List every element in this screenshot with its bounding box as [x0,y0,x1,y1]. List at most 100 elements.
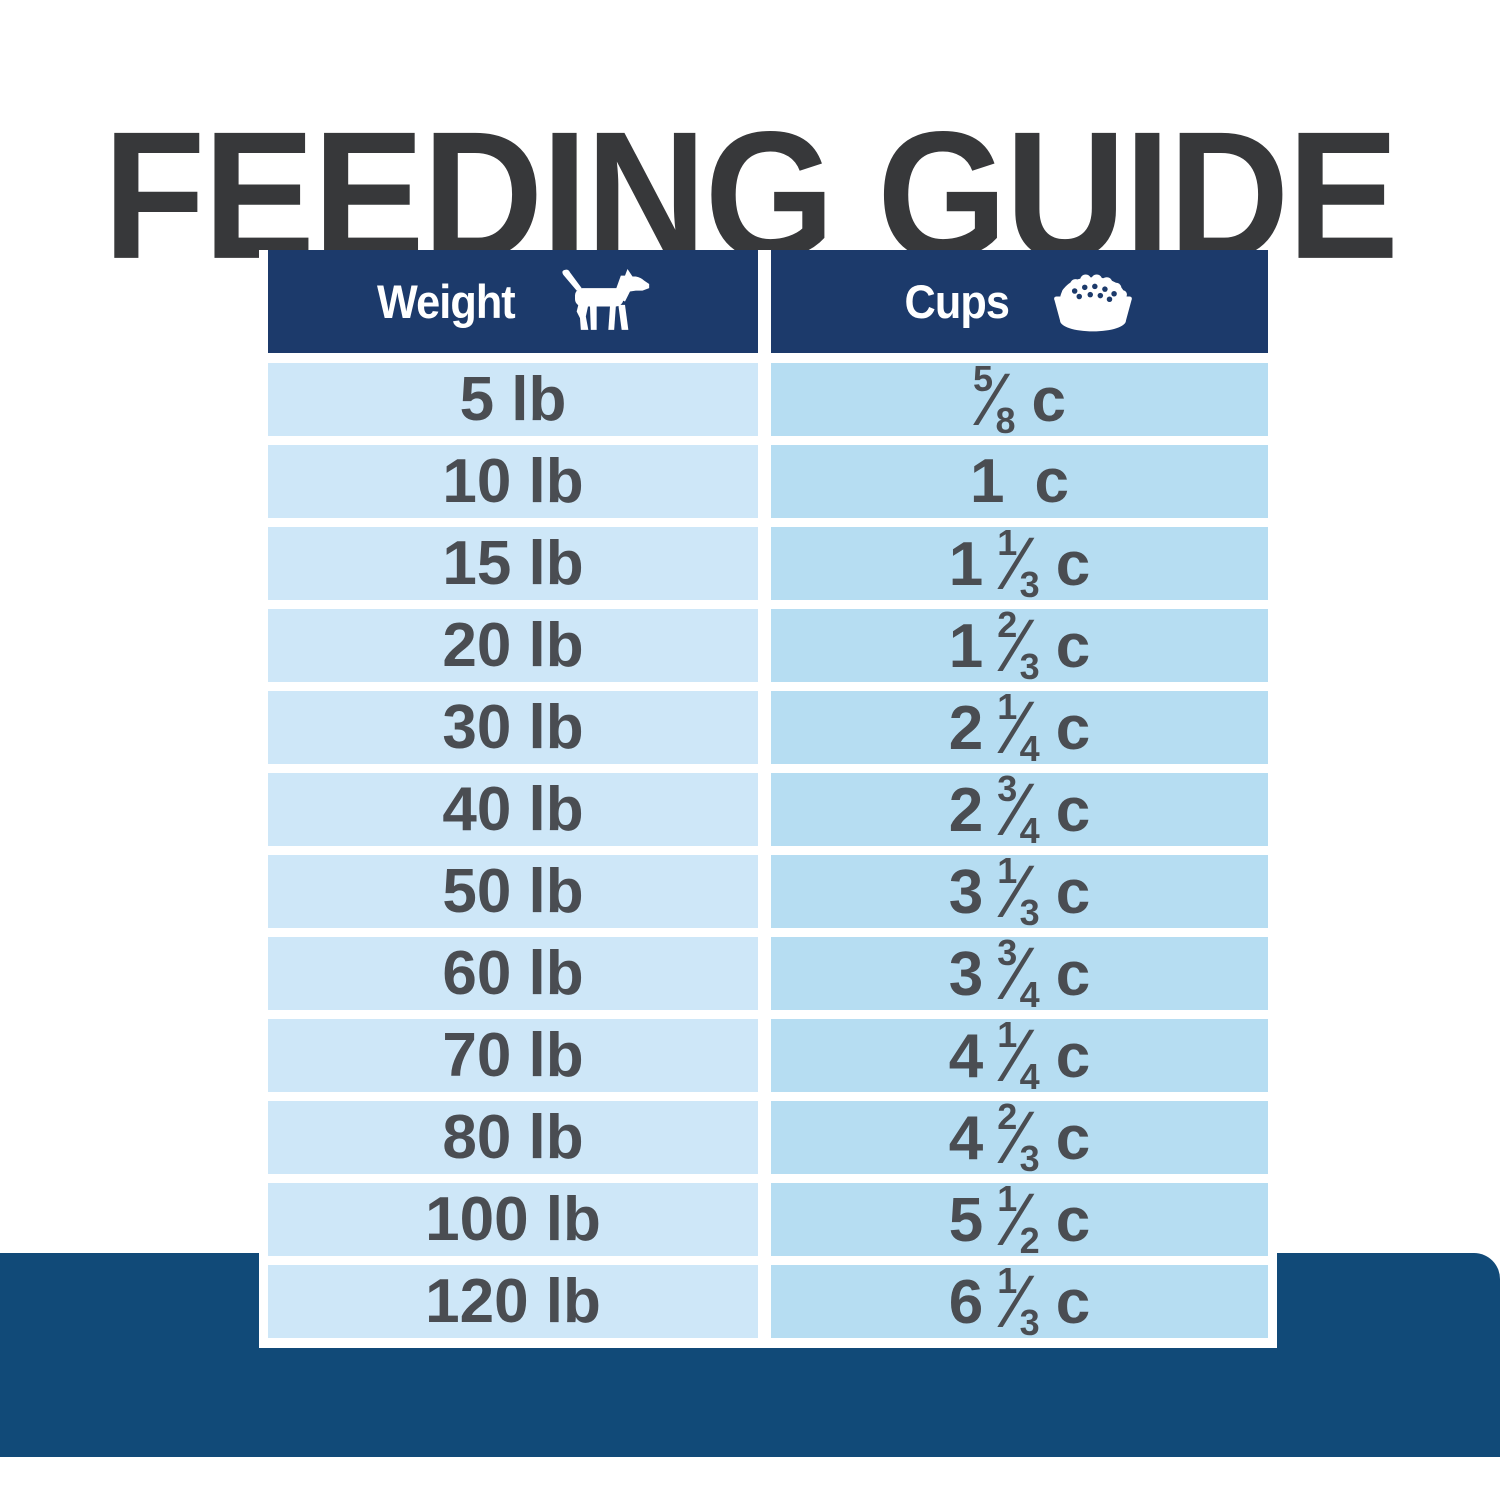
cups-whole-number: 2 [948,693,984,763]
fraction-slash-icon: ⁄ [988,357,1001,441]
cups-whole-number: 2 [948,775,984,845]
fraction-slash-icon: ⁄ [1012,1177,1025,1261]
cups-whole-number: 4 [948,1103,984,1173]
table-row: 40 lb 2 3⁄4 c [268,767,1268,851]
table-row: 30 lb 2 1⁄4 c [268,688,1268,766]
weight-value: 5 lb [459,364,567,434]
cups-value: 2 3⁄4 c [948,767,1091,851]
weight-header-cell: Weight [268,250,758,353]
table-header-row: Weight Cups [259,250,1277,353]
cups-value: 4 2⁄3 c [948,1095,1090,1179]
cups-whole-number: 1 [948,529,984,599]
cups-unit: c [1055,611,1091,681]
table-row: 50 lb 3 1⁄3 c [268,849,1268,933]
weight-cell: 70 lb [268,1019,758,1092]
weight-value: 120 lb [425,1266,601,1336]
fraction-slash-icon: ⁄ [1012,1095,1025,1179]
cups-unit: c [1055,939,1091,1009]
weight-value: 100 lb [425,1184,601,1254]
cups-unit: c [1055,1267,1091,1337]
cups-fraction-denominator: 3 [1019,1301,1040,1343]
table-row: 15 lb 1 1⁄3 c [268,521,1268,605]
cups-cell: 5⁄8 c [771,357,1268,441]
cups-cell: 6 1⁄3 c [771,1262,1268,1340]
weight-cell: 15 lb [268,527,758,600]
cups-fraction-denominator: 4 [1019,727,1040,769]
cups-cell: 1 1⁄3 c [771,521,1268,605]
cups-value: 3 3⁄4 c [948,931,1091,1015]
feeding-table: Weight Cups [259,250,1277,1348]
fraction-slash-icon: ⁄ [1012,931,1025,1015]
fraction-slash-icon: ⁄ [1012,685,1025,769]
cups-fraction-numerator: 3 [997,767,1018,809]
cups-unit: c [1055,775,1091,845]
weight-value: 10 lb [442,446,584,516]
weight-cell: 100 lb [268,1183,758,1256]
weight-value: 70 lb [442,1020,584,1090]
cups-cell: 2 3⁄4 c [771,767,1268,851]
cups-fraction-denominator: 3 [1019,645,1040,687]
cups-fraction-numerator: 1 [997,521,1018,563]
cups-whole-number: 1 [948,611,984,681]
table-row: 60 lb 3 3⁄4 c [268,931,1268,1015]
fraction-slash-icon: ⁄ [1012,767,1025,851]
dog-bowl-icon [1054,274,1133,331]
cups-unit: c [1055,529,1091,599]
cups-cell: 3 1⁄3 c [771,849,1268,933]
weight-header-label: Weight [377,275,516,328]
cups-unit: c [1055,693,1091,763]
cups-value: 4 1⁄4 c [948,1013,1091,1097]
fraction-slash-icon: ⁄ [1012,1013,1025,1097]
cups-unit: c [1034,446,1069,516]
cups-fraction-numerator: 1 [997,1177,1018,1219]
cups-value: 3 1⁄3 c [949,849,1091,933]
cups-value: 1 1⁄3 c [948,521,1091,605]
weight-cell: 120 lb [268,1265,758,1338]
weight-cell: 60 lb [268,937,758,1010]
cups-fraction-denominator: 8 [995,399,1016,441]
cups-value: 5⁄8 c [973,357,1066,441]
dog-icon [562,269,650,330]
fraction-slash-icon: ⁄ [1012,849,1025,933]
weight-cell: 80 lb [268,1101,758,1174]
table-row: 20 lb 1 2⁄3 c [268,603,1268,687]
cups-cell: 4 1⁄4 c [771,1013,1268,1097]
cups-fraction-numerator: 2 [997,1095,1018,1137]
cups-unit: c [1055,1021,1091,1091]
weight-value: 15 lb [442,528,584,598]
table-row: 5 lb 5⁄8 c [268,357,1268,441]
cups-whole-number: 6 [948,1267,984,1337]
weight-value: 80 lb [442,1102,584,1172]
cups-fraction-denominator: 3 [1019,1137,1040,1179]
table-row: 80 lb 4 2⁄3 c [268,1095,1268,1179]
cups-fraction-numerator: 5 [973,357,994,399]
weight-cell: 30 lb [268,691,758,764]
cups-cell: 4 2⁄3 c [771,1095,1268,1179]
cups-cell: 3 3⁄4 c [771,931,1268,1015]
cups-fraction-numerator: 2 [997,603,1018,645]
cups-whole-number: 4 [948,1021,984,1091]
cups-whole-number: 3 [948,939,984,1009]
cups-fraction-denominator: 4 [1019,809,1040,851]
weight-cell: 50 lb [268,855,758,928]
table-row: 120 lb 6 1⁄3 c [268,1262,1268,1340]
cups-fraction-denominator: 4 [1019,1055,1040,1097]
cups-fraction-numerator: 1 [997,1259,1018,1301]
fraction-slash-icon: ⁄ [1012,521,1025,605]
cups-unit: c [1055,857,1091,927]
cups-cell: 1 2⁄3 c [771,603,1268,687]
cups-header-label: Cups [904,275,1009,328]
cups-fraction-denominator: 3 [1019,563,1040,605]
weight-cell: 40 lb [268,773,758,846]
cups-whole-number: 1 [970,446,1005,516]
weight-value: 60 lb [442,938,584,1008]
cups-fraction-denominator: 2 [1019,1219,1040,1261]
cups-value: 1 2⁄3 c [948,603,1091,687]
cups-unit: c [1031,365,1066,435]
weight-cell: 5 lb [268,363,758,436]
cups-cell: 5 1⁄2 c [771,1177,1268,1261]
cups-value: 5 1⁄2 c [949,1177,1090,1261]
